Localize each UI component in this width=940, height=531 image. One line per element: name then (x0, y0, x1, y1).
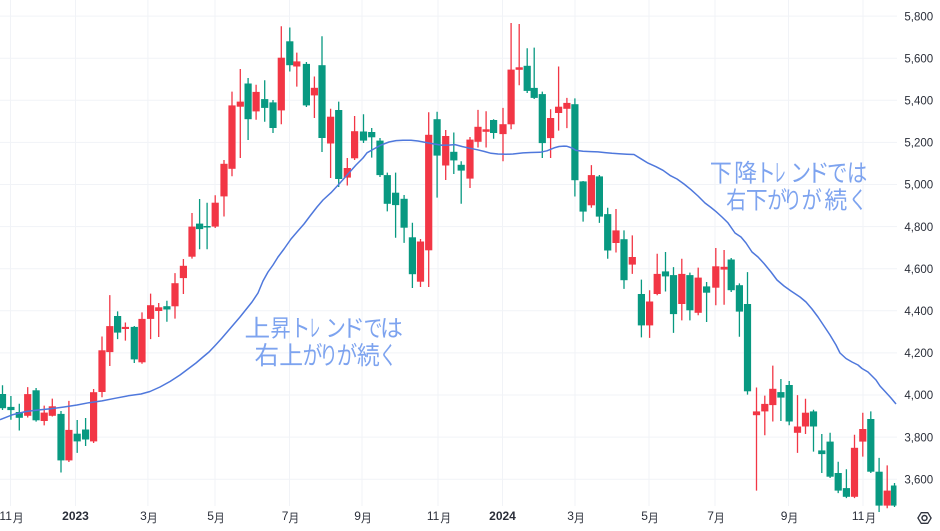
svg-text:9: 9 (354, 509, 361, 523)
svg-text:3: 3 (140, 509, 147, 523)
svg-text:4,600: 4,600 (904, 264, 933, 276)
svg-text:5,800: 5,800 (904, 11, 933, 23)
svg-text:3: 3 (567, 509, 574, 523)
svg-text:9: 9 (781, 509, 788, 523)
svg-text:5,200: 5,200 (904, 138, 933, 150)
svg-text:4,800: 4,800 (904, 222, 933, 234)
svg-text:11: 11 (0, 509, 12, 523)
svg-text:5,000: 5,000 (904, 180, 933, 192)
svg-text:5,400: 5,400 (904, 96, 933, 108)
svg-text:11: 11 (852, 509, 865, 523)
svg-text:3,600: 3,600 (904, 474, 933, 486)
svg-text:5: 5 (207, 509, 214, 523)
svg-text:2023: 2023 (62, 509, 89, 523)
svg-text:5: 5 (641, 509, 648, 523)
svg-text:5,600: 5,600 (904, 53, 933, 65)
svg-text:2024: 2024 (489, 509, 516, 523)
svg-text:4,200: 4,200 (904, 348, 933, 360)
svg-text:11: 11 (427, 509, 440, 523)
svg-text:4,400: 4,400 (904, 306, 933, 318)
svg-text:4,000: 4,000 (904, 390, 933, 402)
svg-text:7: 7 (707, 509, 714, 523)
svg-text:7: 7 (282, 509, 289, 523)
svg-text:3,800: 3,800 (904, 432, 933, 444)
